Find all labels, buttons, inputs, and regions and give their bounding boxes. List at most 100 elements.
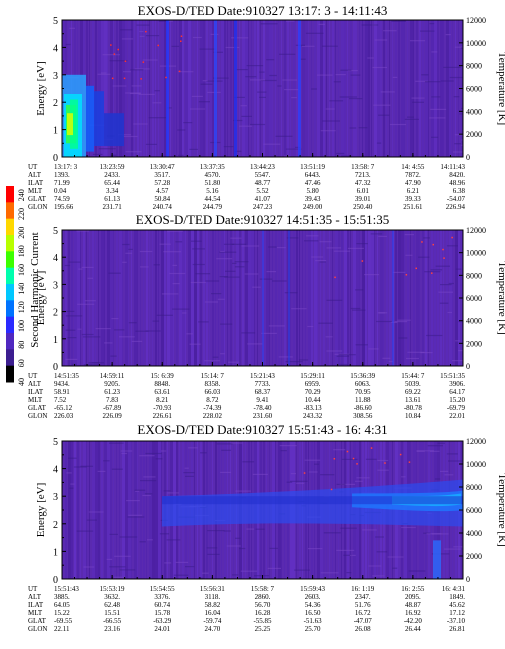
spectrogram-noise (67, 337, 77, 339)
spectrogram-noise (284, 89, 299, 91)
table-cell: 9434. (54, 380, 70, 388)
spectrogram-noise (114, 329, 125, 331)
spectrogram-noise (401, 476, 406, 478)
spectrogram-noise (220, 323, 233, 325)
spectrogram-column (272, 230, 273, 366)
spectrogram-noise (110, 355, 117, 357)
table-cell: 15:56:31 (200, 585, 225, 593)
spectrogram-noise (374, 39, 388, 41)
spectrogram-noise (318, 322, 333, 324)
spectrogram-noise (259, 71, 265, 73)
spectrogram-noise (341, 458, 358, 460)
spectrogram-column (242, 20, 245, 157)
spectrogram-noise (155, 458, 163, 460)
spectrogram-noise (460, 47, 463, 49)
colorbar: Second Harmonic Current 40 60 80 100 120 140 1… (6, 186, 41, 386)
spectrogram-column (284, 20, 286, 157)
spectrogram-column (137, 441, 138, 579)
spectrogram-column (125, 230, 128, 366)
spectrogram-noise (197, 577, 204, 579)
table-cell: 15: 6:39 (151, 372, 175, 380)
spectrogram-noise (232, 574, 239, 576)
colorbar-tick-label: 180 (17, 245, 26, 257)
spectrogram-noise (446, 245, 458, 247)
table-cell: -86.60 (354, 404, 373, 412)
spectrogram-noise (200, 452, 207, 454)
spectrogram-streak (166, 20, 169, 157)
table-cell: 61.13 (104, 195, 120, 203)
spectrogram-column (119, 441, 120, 579)
spectrogram-noise (339, 483, 356, 485)
spectrogram-noise (122, 243, 130, 246)
spectrogram-noise (178, 154, 184, 156)
spectrogram-noise (198, 321, 209, 323)
spectrogram-column (197, 20, 198, 157)
colorbar-swatch (6, 365, 14, 383)
spectrogram-noise (461, 144, 463, 146)
spectrogram-column (158, 441, 161, 579)
spectrogram-noise (446, 453, 458, 455)
table-cell: 25.70 (305, 625, 321, 633)
spectrogram-column (206, 230, 208, 366)
table-cell: 3885. (54, 593, 70, 601)
spectrogram-noise (80, 465, 94, 467)
spectrogram-column (179, 230, 182, 366)
spectrogram-dot (346, 450, 349, 453)
spectrogram-column (71, 441, 73, 579)
spectrogram-noise (175, 561, 189, 563)
spectrogram-noise (97, 470, 106, 472)
spectrogram-noise (429, 23, 435, 25)
table-row-label: GLON (28, 412, 47, 420)
spectrogram-noise (431, 51, 438, 53)
spectrogram-noise (291, 97, 297, 99)
table-cell: 51.80 (205, 179, 221, 187)
spectrogram-streak (234, 20, 237, 157)
spectrogram-noise (430, 108, 447, 110)
spectrogram-column (404, 20, 405, 157)
spectrogram-column (296, 230, 298, 366)
table-cell: 39.01 (355, 195, 371, 203)
spectrogram-noise (111, 318, 119, 320)
spectrogram-noise (314, 463, 320, 465)
spectrogram-column (377, 230, 378, 366)
spectrogram-column (161, 230, 164, 366)
colorbar-tick-label: 140 (17, 283, 26, 295)
spectrogram-column (374, 20, 377, 157)
table-cell: -83.13 (304, 404, 323, 412)
spectrogram-column (452, 20, 453, 157)
spectrogram-band (162, 496, 463, 505)
spectrogram-noise (350, 307, 361, 310)
spectrogram-column (380, 230, 383, 366)
spectrogram-noise (300, 58, 306, 60)
spectrogram-noise (424, 271, 441, 273)
spectrogram-column (98, 230, 99, 366)
spectrogram-noise (259, 278, 273, 280)
spectrogram-noise (306, 235, 319, 237)
spectrogram-noise (241, 332, 256, 334)
spectrogram-column (107, 441, 110, 579)
spectrogram-noise (425, 81, 441, 83)
spectrogram-noise (121, 452, 128, 455)
spectrogram-feature (104, 113, 124, 147)
spectrogram-column (86, 441, 87, 579)
spectrogram-noise (316, 74, 333, 76)
table-cell: 63.61 (154, 388, 170, 396)
spectrogram-column (245, 20, 248, 157)
spectrogram-noise (246, 65, 264, 67)
y2-tick-label: 4000 (466, 107, 482, 116)
spectrogram-column (212, 20, 214, 157)
spectrogram-column (272, 20, 273, 157)
spectrogram-column (329, 230, 330, 366)
spectrogram-noise (65, 315, 83, 317)
spectrogram-column (401, 20, 404, 157)
spectrogram-column (164, 20, 167, 157)
spectrogram-column (122, 230, 123, 366)
spectrogram-noise (333, 449, 346, 451)
spectrogram-noise (389, 123, 407, 126)
spectrogram-noise (439, 302, 449, 304)
table-row-label: MLT (28, 187, 43, 195)
table-cell: -70.93 (153, 404, 172, 412)
table-cell: -65.12 (54, 404, 73, 412)
spectrogram-noise (269, 547, 278, 549)
spectrogram-column (200, 20, 203, 157)
